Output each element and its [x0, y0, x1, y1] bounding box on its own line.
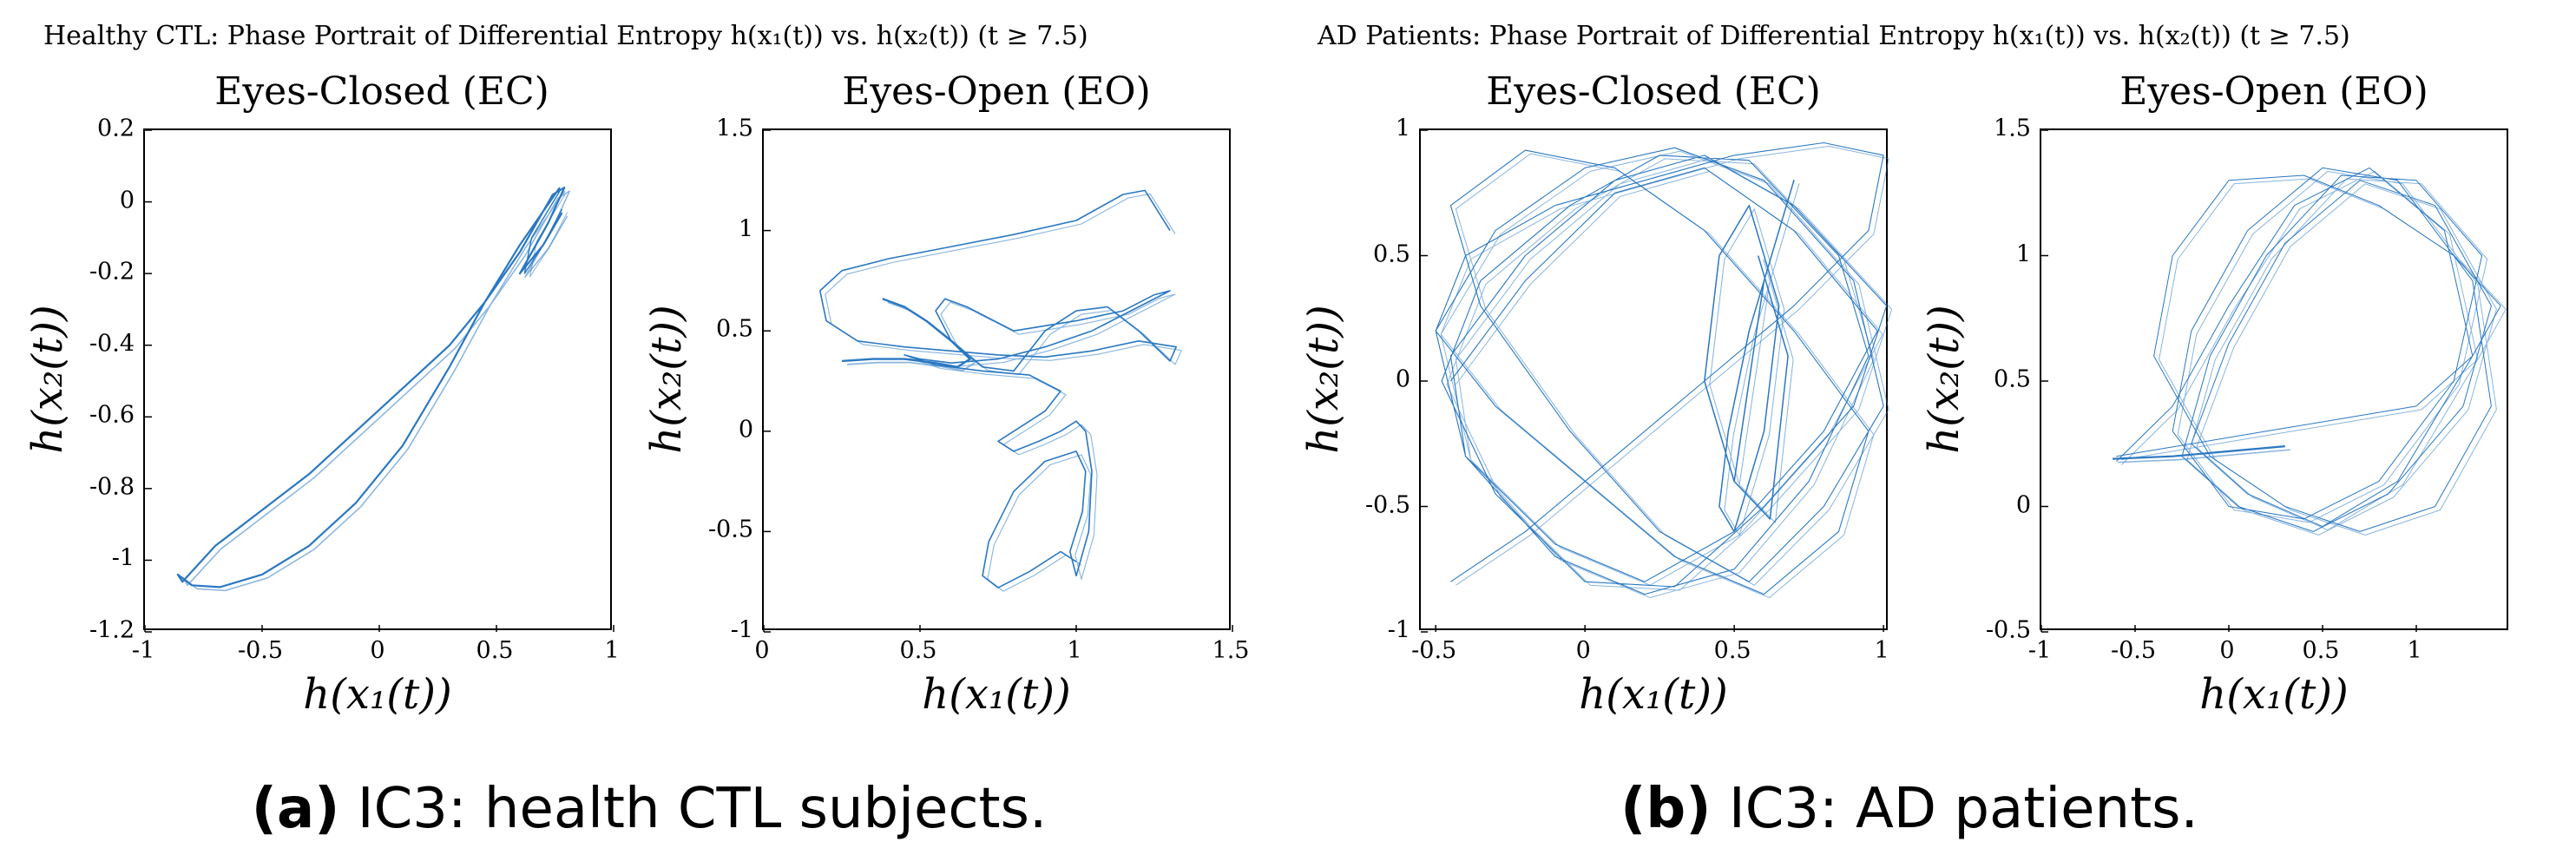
y-tick-label: 1.5 — [1994, 115, 2031, 142]
y-tick-label: 1.5 — [716, 115, 753, 142]
y-tick-label: -0.5 — [1364, 491, 1410, 518]
series-tail-0 — [523, 190, 563, 274]
ad-suptitle: AD Patients: Phase Portrait of Different… — [1318, 21, 2350, 51]
caption-a-text: IC3: health CTL subjects. — [339, 777, 1048, 841]
x-tick-label: 1 — [2407, 637, 2422, 664]
y-tick-label: 1 — [738, 215, 753, 243]
x-tick-label: -0.5 — [2110, 637, 2157, 664]
series-trajectory-2 — [1435, 141, 1888, 595]
panel-title-1: Eyes-Open (EO) — [842, 69, 1151, 114]
panel-title-2: Eyes-Closed (EC) — [1486, 69, 1821, 114]
y-tick-label: 0.2 — [97, 115, 135, 142]
y-axis-label: h(x₂(t)) — [642, 305, 691, 454]
x-tick-label: -1 — [2027, 637, 2052, 664]
x-tick-label: 1 — [1067, 637, 1082, 664]
y-tick-label: -1 — [1387, 616, 1410, 644]
plot-area-0 — [143, 128, 614, 633]
series-loop-echo-0 — [182, 190, 571, 592]
caption-a-letter: (a) — [251, 777, 340, 841]
x-axis-label: h(x₁(t)) — [922, 670, 1071, 719]
y-tick-label: -1 — [111, 544, 135, 572]
y-axis-label: h(x₂(t)) — [1920, 305, 1968, 454]
trajectory-svg-3 — [2040, 129, 2507, 633]
x-tick-label: 0 — [1575, 637, 1591, 664]
series-inner-echo-2 — [1709, 183, 1800, 536]
panel-title-3: Eyes-Open (EO) — [2119, 69, 2428, 114]
caption-b-text: IC3: AD patients. — [1711, 777, 2198, 841]
series-start-echo-3 — [2118, 449, 2290, 464]
plot-area-1 — [762, 128, 1233, 633]
x-tick-label: -0.5 — [1411, 637, 1457, 664]
y-tick-label: 0 — [738, 416, 753, 444]
y-tick-label: 0 — [2015, 491, 2031, 518]
series-inner-2 — [1704, 180, 1795, 533]
series-trajectory-echo-3 — [2121, 170, 2507, 536]
panel-title-0: Eyes-Closed (EC) — [214, 69, 549, 114]
caption-b: (b) IC3: AD patients. — [1620, 777, 2198, 841]
y-tick-label: -0.6 — [89, 401, 135, 429]
series-tail-echo-0 — [529, 194, 568, 278]
series-strand-echo-1 — [846, 301, 976, 372]
plot-area-2 — [1419, 128, 1893, 633]
y-tick-label: -0.8 — [89, 473, 135, 501]
y-axis-label: h(x₂(t)) — [23, 305, 72, 454]
series-path-echo-1 — [825, 193, 1182, 592]
y-tick-label: -0.5 — [1985, 616, 2031, 644]
y-axis-label: h(x₂(t)) — [1299, 305, 1348, 454]
y-tick-label: 1 — [2015, 240, 2031, 267]
caption-b-letter: (b) — [1620, 777, 1712, 841]
plot-area-3 — [2040, 128, 2508, 633]
x-tick-label: 0 — [754, 637, 770, 664]
trajectory-svg-2 — [1421, 129, 1893, 633]
x-tick-label: 0 — [370, 637, 385, 664]
series-trajectory-echo-2 — [1440, 146, 1893, 599]
trajectory-svg-0 — [144, 129, 614, 633]
y-tick-label: -1.2 — [89, 616, 135, 644]
y-tick-label: -0.4 — [89, 330, 135, 358]
y-tick-label: 0.5 — [1994, 365, 2031, 393]
y-tick-label: 0 — [119, 187, 135, 214]
caption-a: (a) IC3: health CTL subjects. — [252, 777, 1048, 841]
series-start-3 — [2113, 445, 2285, 460]
series-path-1 — [819, 189, 1177, 589]
x-tick-label: 1 — [1874, 637, 1889, 664]
y-tick-label: -0.2 — [89, 258, 135, 286]
series-trajectory-3 — [2116, 167, 2501, 532]
x-tick-label: 0.5 — [476, 637, 514, 664]
x-tick-label: 0.5 — [1713, 637, 1751, 664]
trajectory-svg-1 — [763, 129, 1233, 633]
x-axis-label: h(x₁(t)) — [2199, 670, 2349, 719]
series-loop-0 — [176, 187, 566, 589]
healthy-suptitle: Healthy CTL: Phase Portrait of Different… — [43, 21, 1088, 51]
x-tick-label: 1 — [604, 637, 620, 664]
y-tick-label: -1 — [730, 616, 753, 644]
x-tick-label: -1 — [131, 637, 155, 664]
y-tick-label: 0.5 — [716, 315, 753, 343]
y-tick-label: 0.5 — [1373, 240, 1410, 267]
x-tick-label: 0.5 — [2302, 637, 2340, 664]
x-tick-label: 0 — [2219, 637, 2235, 664]
x-axis-label: h(x₁(t)) — [1579, 670, 1728, 719]
x-tick-label: 1.5 — [1212, 637, 1250, 664]
x-axis-label: h(x₁(t)) — [303, 670, 452, 719]
y-tick-label: 0 — [1395, 365, 1410, 393]
y-tick-label: 1 — [1395, 115, 1410, 142]
x-tick-label: -0.5 — [237, 637, 284, 664]
y-tick-label: -0.5 — [707, 516, 753, 543]
x-tick-label: 0.5 — [899, 637, 937, 664]
